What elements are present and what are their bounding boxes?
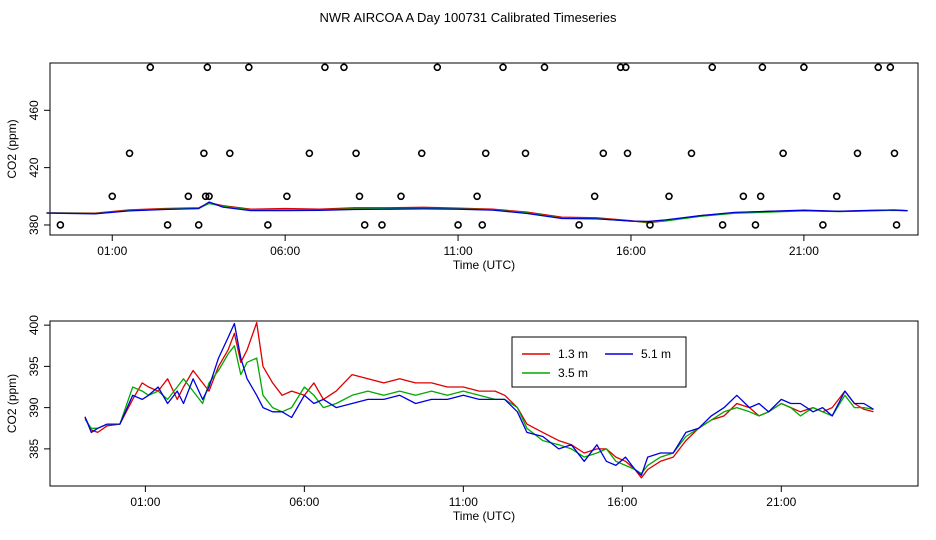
- calibration-point: [397, 192, 405, 201]
- legend-label: 5.1 m: [641, 347, 671, 361]
- calibration-point: [378, 221, 386, 229]
- calibration-point: [481, 149, 490, 158]
- calibration-point: [819, 221, 827, 229]
- calibration-point: [751, 221, 760, 229]
- calibration-point: [708, 63, 717, 72]
- calibration-point: [355, 192, 364, 201]
- x-tick-label: 01:00: [130, 495, 160, 509]
- y-tick-label: 385: [27, 439, 41, 459]
- calibration-point: [146, 63, 155, 72]
- y-tick-label: 380: [27, 215, 41, 235]
- series-line-3-5-m: [46, 202, 908, 223]
- calibration-point: [283, 192, 291, 201]
- bottom-panel-co2-timeseries: 01:00 06:00 11:00 16:00 21:00 385 390 395 400 Tim…: [5, 315, 919, 523]
- y-tick-label: 420: [27, 157, 41, 177]
- calibration-point: [739, 192, 748, 201]
- calibration-point: [184, 192, 193, 201]
- calibration-point: [200, 149, 208, 158]
- calibration-point: [417, 149, 426, 158]
- calibration-point: [646, 221, 654, 229]
- y-tick-label: 390: [27, 397, 41, 417]
- calibration-point: [540, 63, 549, 72]
- y-axis-label: CO2 (ppm): [5, 374, 19, 433]
- calibration-point: [687, 149, 696, 158]
- y-tick-label: 395: [27, 356, 41, 376]
- x-tick-label: 06:00: [270, 244, 300, 258]
- calibration-point: [340, 63, 348, 72]
- series-line-3-5-m: [84, 345, 874, 475]
- series-line-5-1-m: [84, 322, 874, 476]
- calibration-point: [758, 63, 767, 72]
- calibration-point: [108, 192, 117, 201]
- calibration-point: [305, 149, 314, 158]
- calibration-point: [616, 63, 625, 72]
- calibration-point: [478, 221, 487, 229]
- calibration-point: [890, 149, 899, 158]
- calibration-point: [599, 149, 608, 158]
- legend-box: [511, 336, 687, 388]
- calibration-point: [264, 221, 272, 229]
- calibration-point: [194, 221, 203, 229]
- series-line-5-1-m: [46, 201, 908, 223]
- legend: 1.3 m 3.5 m 5.1 m: [511, 336, 687, 388]
- calibration-point: [201, 192, 210, 201]
- plot-frame: [49, 320, 919, 487]
- calibration-point: [433, 63, 442, 72]
- x-tick-label: 21:00: [766, 495, 796, 509]
- calibration-point: [205, 192, 213, 201]
- calibration-point: [352, 149, 360, 158]
- chart-title: NWR AIRCOA A Day 100731 Calibrated Times…: [319, 10, 617, 25]
- calibration-point: [718, 221, 727, 229]
- x-tick-label: 11:00: [443, 244, 472, 258]
- calibration-point: [499, 63, 507, 72]
- calibration-point: [756, 192, 765, 201]
- y-tick-label: 460: [27, 100, 41, 120]
- calibration-point: [125, 149, 134, 158]
- legend-label: 3.5 m: [558, 366, 588, 380]
- calibration-point: [473, 192, 481, 201]
- calibration-point: [56, 221, 65, 229]
- calibration-point: [800, 63, 808, 72]
- top-panel-calibrated-timeseries: 01:00 06:00 11:00 16:00 21:00 380 420 460 Time (…: [5, 62, 919, 272]
- calibration-point: [832, 192, 841, 201]
- calibration-point: [779, 149, 787, 158]
- y-axis-label: CO2 (ppm): [5, 119, 19, 178]
- x-tick-label: 16:00: [616, 244, 646, 258]
- calibration-point: [621, 63, 630, 72]
- calibration-point: [245, 63, 253, 72]
- calibration-point: [665, 192, 673, 201]
- calibration-point: [853, 149, 862, 158]
- calibration-point: [874, 63, 883, 72]
- x-axis-label: Time (UTC): [453, 509, 515, 523]
- calibration-point: [454, 221, 462, 229]
- calibration-point: [575, 221, 583, 229]
- x-tick-label: 11:00: [449, 495, 478, 509]
- x-tick-label: 16:00: [607, 495, 637, 509]
- calibration-point: [590, 192, 599, 201]
- x-tick-label: 21:00: [789, 244, 819, 258]
- calibration-point: [886, 63, 895, 72]
- calibration-point: [360, 221, 369, 229]
- calibration-point: [892, 221, 901, 229]
- calibration-point: [163, 221, 172, 229]
- calibration-point: [226, 149, 234, 158]
- calibration-point: [321, 63, 329, 72]
- y-tick-label: 400: [27, 315, 41, 335]
- legend-label: 1.3 m: [558, 347, 588, 361]
- calibration-point: [623, 149, 632, 158]
- x-tick-label: 01:00: [97, 244, 127, 258]
- x-axis-label: Time (UTC): [453, 258, 515, 272]
- calibration-point: [521, 149, 530, 158]
- x-tick-label: 06:00: [289, 495, 319, 509]
- calibration-point: [203, 63, 212, 72]
- series-line-1-3-m: [46, 202, 908, 224]
